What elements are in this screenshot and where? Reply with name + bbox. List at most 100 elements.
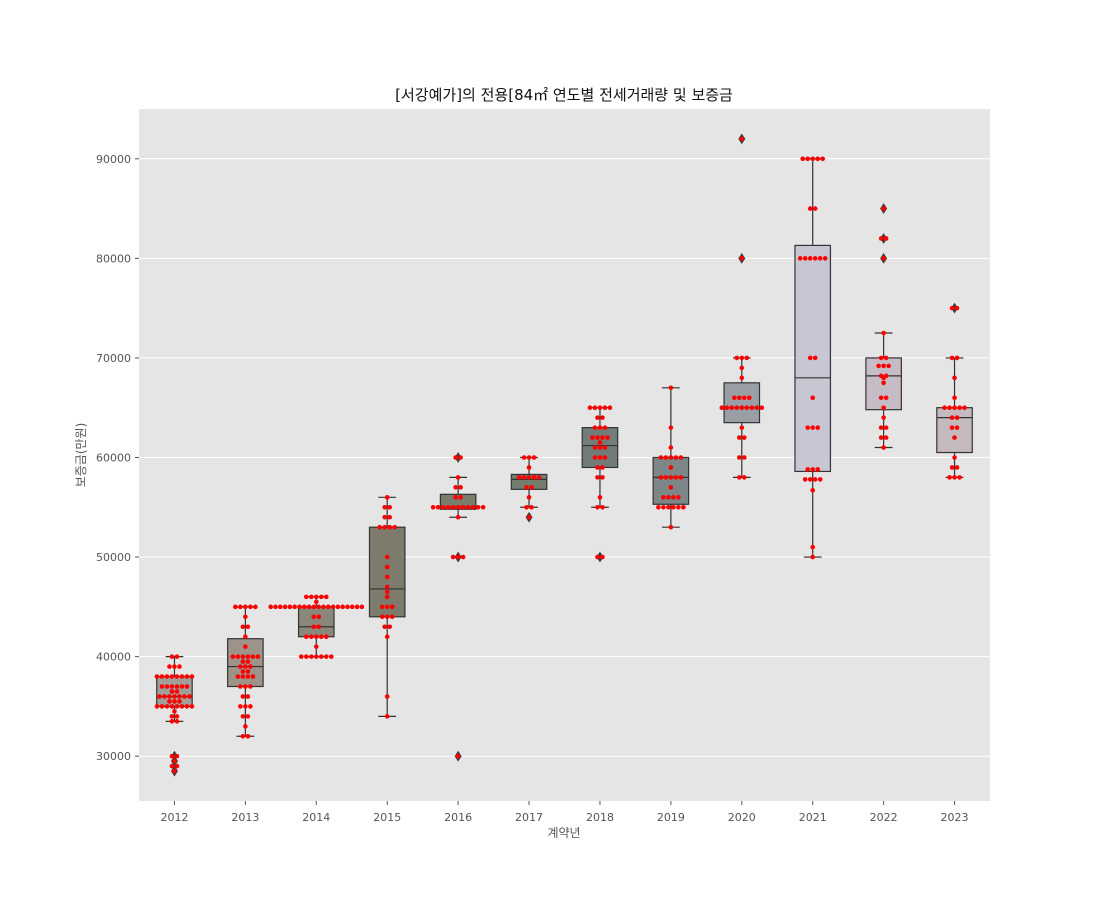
data-point <box>881 415 886 420</box>
data-point <box>240 669 246 674</box>
data-point <box>602 425 608 430</box>
data-point <box>526 475 532 480</box>
data-point <box>159 684 165 689</box>
data-point <box>602 455 608 460</box>
data-point <box>392 524 398 530</box>
data-point <box>169 654 175 659</box>
data-point <box>240 654 246 659</box>
data-point <box>739 136 745 142</box>
points-2012 <box>154 654 195 774</box>
data-point <box>382 624 388 630</box>
x-tick-label: 2020 <box>728 811 756 824</box>
data-point <box>455 514 461 520</box>
data-point <box>389 614 395 620</box>
data-point <box>666 504 671 510</box>
data-point <box>600 504 605 510</box>
data-point <box>172 694 177 699</box>
data-point <box>167 664 172 669</box>
data-point <box>387 514 393 520</box>
x-tick-label: 2016 <box>444 811 472 824</box>
data-point <box>883 373 889 379</box>
data-point <box>174 763 180 769</box>
data-point <box>878 395 884 401</box>
x-tick-label: 2023 <box>941 811 969 824</box>
data-point <box>681 504 686 510</box>
points-2018 <box>587 405 613 560</box>
data-point <box>248 704 253 709</box>
x-tick-label: 2013 <box>231 811 259 824</box>
data-point <box>671 495 676 500</box>
iqr-box <box>297 606 335 638</box>
data-point <box>303 594 309 600</box>
data-point <box>741 455 747 460</box>
data-point <box>174 704 180 709</box>
data-point <box>592 405 598 411</box>
data-point <box>754 405 760 411</box>
plot-area <box>139 109 990 801</box>
data-point <box>460 504 466 510</box>
data-point <box>167 699 172 704</box>
data-point <box>759 405 765 411</box>
data-point <box>600 475 605 480</box>
data-point <box>250 654 256 659</box>
data-point <box>384 614 390 620</box>
data-point <box>600 435 605 440</box>
data-point <box>458 455 463 460</box>
data-point <box>671 504 676 510</box>
data-point <box>807 256 813 261</box>
points-2016 <box>430 455 486 759</box>
data-point <box>949 415 955 420</box>
data-point <box>600 415 605 420</box>
data-point <box>815 425 821 430</box>
data-point <box>878 435 884 440</box>
data-point <box>248 684 253 689</box>
data-point <box>240 714 246 719</box>
data-point <box>460 554 466 560</box>
data-point <box>354 604 360 610</box>
data-point <box>384 634 390 640</box>
data-point <box>883 395 889 401</box>
data-point <box>597 405 603 411</box>
data-point <box>169 674 175 679</box>
data-point <box>345 604 350 610</box>
data-point <box>235 674 241 679</box>
data-point <box>159 674 165 679</box>
data-point <box>954 415 960 420</box>
data-point <box>817 477 823 482</box>
x-axis-label: 계약년 <box>547 825 580 840</box>
data-point <box>962 405 967 411</box>
data-point <box>592 445 598 450</box>
data-point <box>881 445 886 450</box>
data-point <box>744 405 750 411</box>
data-point <box>323 594 329 600</box>
data-point <box>881 405 886 411</box>
data-point <box>673 455 679 460</box>
data-point <box>739 375 745 381</box>
data-point <box>810 554 816 560</box>
points-2022 <box>876 206 891 450</box>
x-axis-ticks: 2012 2013 2014 2015 2016 2017 2018 2019 2020 2021… <box>160 801 969 824</box>
data-point <box>878 425 884 430</box>
data-point <box>455 504 461 510</box>
data-point <box>521 455 527 460</box>
data-point <box>245 669 251 674</box>
y-tick-label: 90000 <box>96 153 131 166</box>
data-point <box>605 435 610 440</box>
data-point <box>878 355 884 361</box>
points-2020 <box>719 136 765 480</box>
x-tick-label: 2022 <box>870 811 898 824</box>
data-point <box>812 355 818 361</box>
data-point <box>245 714 251 719</box>
data-point <box>668 425 674 430</box>
data-point <box>277 604 283 610</box>
data-point <box>384 554 390 560</box>
data-point <box>238 604 243 610</box>
data-point <box>384 584 390 590</box>
data-point <box>240 659 246 664</box>
data-point <box>174 689 180 694</box>
data-point <box>724 405 730 411</box>
data-point <box>815 467 821 472</box>
data-point <box>177 664 182 669</box>
data-point <box>450 554 456 560</box>
